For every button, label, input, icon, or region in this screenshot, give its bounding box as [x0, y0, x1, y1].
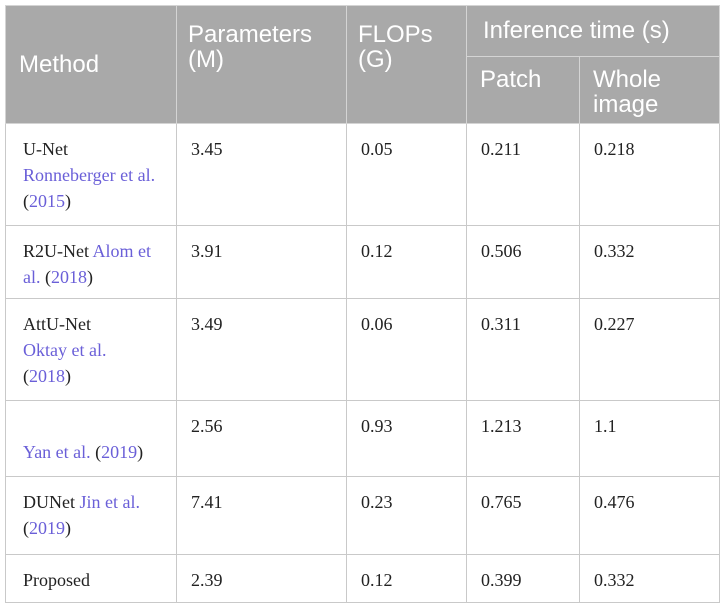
- whole-image-time-cell: 0.227: [578, 298, 721, 401]
- method-cell: Yan et al. (2019): [5, 400, 177, 477]
- citation-link[interactable]: Ronneberger et al.: [23, 165, 156, 185]
- comparison-table: Method Parameters (M) FLOPs (G) Inferenc…: [5, 5, 721, 603]
- whole-image-time-cell: 0.218: [578, 123, 721, 226]
- citation-year-link[interactable]: 2015: [29, 191, 65, 211]
- parameters-cell: 3.91: [176, 225, 347, 299]
- table-body: U-Net Ronneberger et al. (2015) 3.45 0.05…: [5, 123, 721, 603]
- whole-image-time-cell: 1.1: [578, 400, 721, 477]
- citation-year-link[interactable]: 2019: [29, 518, 65, 538]
- header-subrow: Patch Whole image: [6, 56, 721, 124]
- citation-year-link[interactable]: 2018: [29, 366, 65, 386]
- flops-cell: 0.06: [346, 298, 467, 401]
- method-name: DUNet: [23, 492, 75, 512]
- flops-cell: 0.93: [346, 400, 467, 477]
- method-name: [23, 413, 166, 439]
- method-cell: R2U-Net Alom et al. (2018): [5, 225, 177, 299]
- flops-cell: 0.23: [346, 476, 467, 555]
- method-name: AttU-Net: [23, 314, 91, 334]
- parameters-cell: 7.41: [176, 476, 347, 555]
- method-cell: Proposed: [5, 554, 177, 603]
- method-cell: U-Net Ronneberger et al. (2015): [5, 123, 177, 226]
- method-name: R2U-Net: [23, 241, 89, 261]
- table-row: R2U-Net Alom et al. (2018) 3.91 0.12 0.5…: [5, 225, 721, 299]
- patch-time-cell: 0.399: [466, 554, 580, 603]
- header-row: Method Parameters (M) FLOPs (G) Inferenc…: [5, 5, 721, 124]
- table-header: Method Parameters (M) FLOPs (G) Inferenc…: [5, 5, 721, 124]
- citation-link[interactable]: Oktay et al.: [23, 340, 107, 360]
- whole-image-time-cell: 0.332: [578, 225, 721, 299]
- citation-link[interactable]: Jin et al.: [79, 492, 141, 512]
- table-row: Proposed 2.39 0.12 0.399 0.332: [5, 554, 721, 603]
- flops-cell: 0.12: [346, 554, 467, 603]
- parameters-cell: 3.45: [176, 123, 347, 226]
- citation-link[interactable]: Alom et al.: [23, 241, 152, 287]
- method-name: Proposed: [23, 570, 90, 590]
- patch-time-cell: 0.765: [466, 476, 580, 555]
- table-row: Yan et al. (2019) 2.56 0.93 1.213 1.1: [5, 400, 721, 477]
- header-flops: FLOPs (G): [346, 5, 467, 124]
- parameters-cell: 2.56: [176, 400, 347, 477]
- header-method: Method: [5, 5, 177, 124]
- patch-time-cell: 0.211: [466, 123, 580, 226]
- whole-image-time-cell: 0.332: [578, 554, 721, 603]
- header-inference-time: Inference time (s): [465, 5, 721, 57]
- table-row: AttU-Net Oktay et al. (2018) 3.49 0.06 0.3…: [5, 298, 721, 401]
- citation-year-link[interactable]: 2018: [51, 267, 87, 287]
- patch-time-cell: 1.213: [466, 400, 580, 477]
- method-cell: AttU-Net Oktay et al. (2018): [5, 298, 177, 401]
- flops-cell: 0.05: [346, 123, 467, 226]
- patch-time-cell: 0.311: [466, 298, 580, 401]
- header-parameters: Parameters (M): [176, 5, 347, 124]
- header-patch: Patch: [466, 56, 580, 124]
- parameters-cell: 3.49: [176, 298, 347, 401]
- patch-time-cell: 0.506: [466, 225, 580, 299]
- table-row: DUNet Jin et al. (2019) 7.41 0.23 0.765 0…: [5, 476, 721, 555]
- parameters-cell: 2.39: [176, 554, 347, 603]
- citation-link[interactable]: Yan et al.: [23, 442, 91, 462]
- method-cell: DUNet Jin et al. (2019): [5, 476, 177, 555]
- method-name: U-Net: [23, 139, 68, 159]
- whole-image-time-cell: 0.476: [578, 476, 721, 555]
- flops-cell: 0.12: [346, 225, 467, 299]
- header-whole-image: Whole image: [578, 56, 721, 124]
- table-row: U-Net Ronneberger et al. (2015) 3.45 0.05…: [5, 123, 721, 226]
- citation-year-link[interactable]: 2019: [101, 442, 138, 462]
